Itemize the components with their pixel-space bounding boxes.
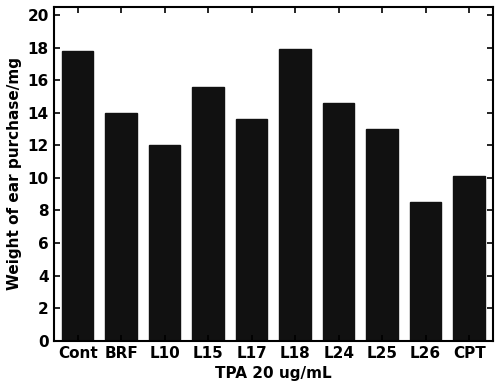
Bar — [366, 129, 398, 341]
Y-axis label: Weight of ear purchase/mg: Weight of ear purchase/mg — [7, 57, 22, 290]
Bar — [62, 51, 94, 341]
Bar — [454, 176, 485, 341]
Bar — [280, 49, 311, 341]
Bar — [192, 87, 224, 341]
Bar — [149, 145, 180, 341]
X-axis label: TPA 20 ug/mL: TPA 20 ug/mL — [215, 366, 332, 381]
Bar — [323, 103, 354, 341]
Bar — [106, 113, 137, 341]
Bar — [410, 202, 442, 341]
Bar — [236, 119, 268, 341]
